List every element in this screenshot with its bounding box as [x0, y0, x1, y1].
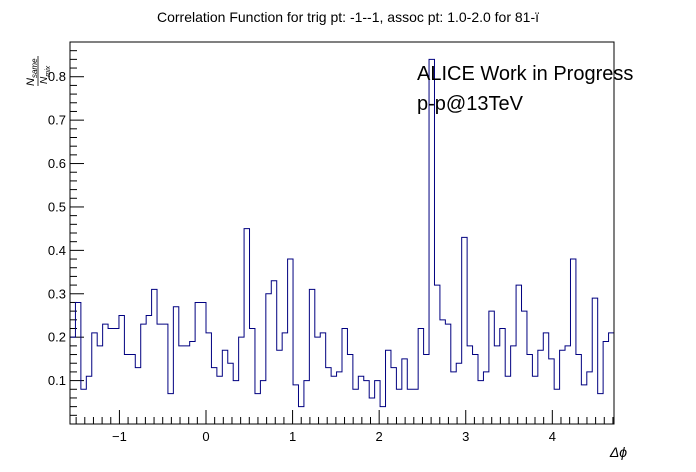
svg-text:Nmix: Nmix: [39, 65, 52, 84]
x-tick-label: 3: [462, 429, 469, 444]
y-label-numerator: N: [25, 78, 37, 86]
chart-title: Correlation Function for trig pt: -1--1,…: [157, 9, 539, 25]
y-label-denominator-sub: mix: [45, 65, 52, 76]
x-tick-label: −1: [112, 429, 127, 444]
y-tick-label: 0.3: [48, 286, 66, 301]
y-label-denominator: N: [39, 76, 50, 84]
annotation-alice: ALICE Work in Progress: [417, 63, 633, 85]
y-axis-tick-labels: 0.1 0.2 0.3 0.4 0.5 0.6 0.7 0.8: [48, 69, 66, 388]
y-tick-label: 0.5: [48, 199, 66, 214]
x-tick-label: 4: [549, 429, 556, 444]
annotation-collision: p-p@13TeV: [417, 93, 524, 115]
y-tick-label: 0.4: [48, 243, 66, 258]
y-axis-label: Nsame Nmix: [25, 56, 52, 86]
x-axis-ticks: [75, 410, 614, 424]
x-tick-label: 2: [376, 429, 383, 444]
x-axis-label: Δϕ: [609, 444, 627, 460]
histogram-series-line: [70, 58, 614, 408]
y-tick-label: 0.1: [48, 373, 66, 388]
x-tick-label: 0: [202, 429, 209, 444]
y-tick-label: 0.7: [48, 113, 66, 128]
plot-frame: [69, 41, 615, 425]
y-tick-label: 0.2: [48, 330, 66, 345]
x-tick-label: 1: [289, 429, 296, 444]
x-axis-tick-labels: −1 0 1 2 3 4: [112, 429, 556, 444]
svg-text:Nsame: Nsame: [25, 58, 39, 86]
y-label-numerator-sub: same: [30, 58, 39, 78]
y-tick-label: 0.6: [48, 156, 66, 171]
y-tick-label: 0.8: [48, 69, 66, 84]
